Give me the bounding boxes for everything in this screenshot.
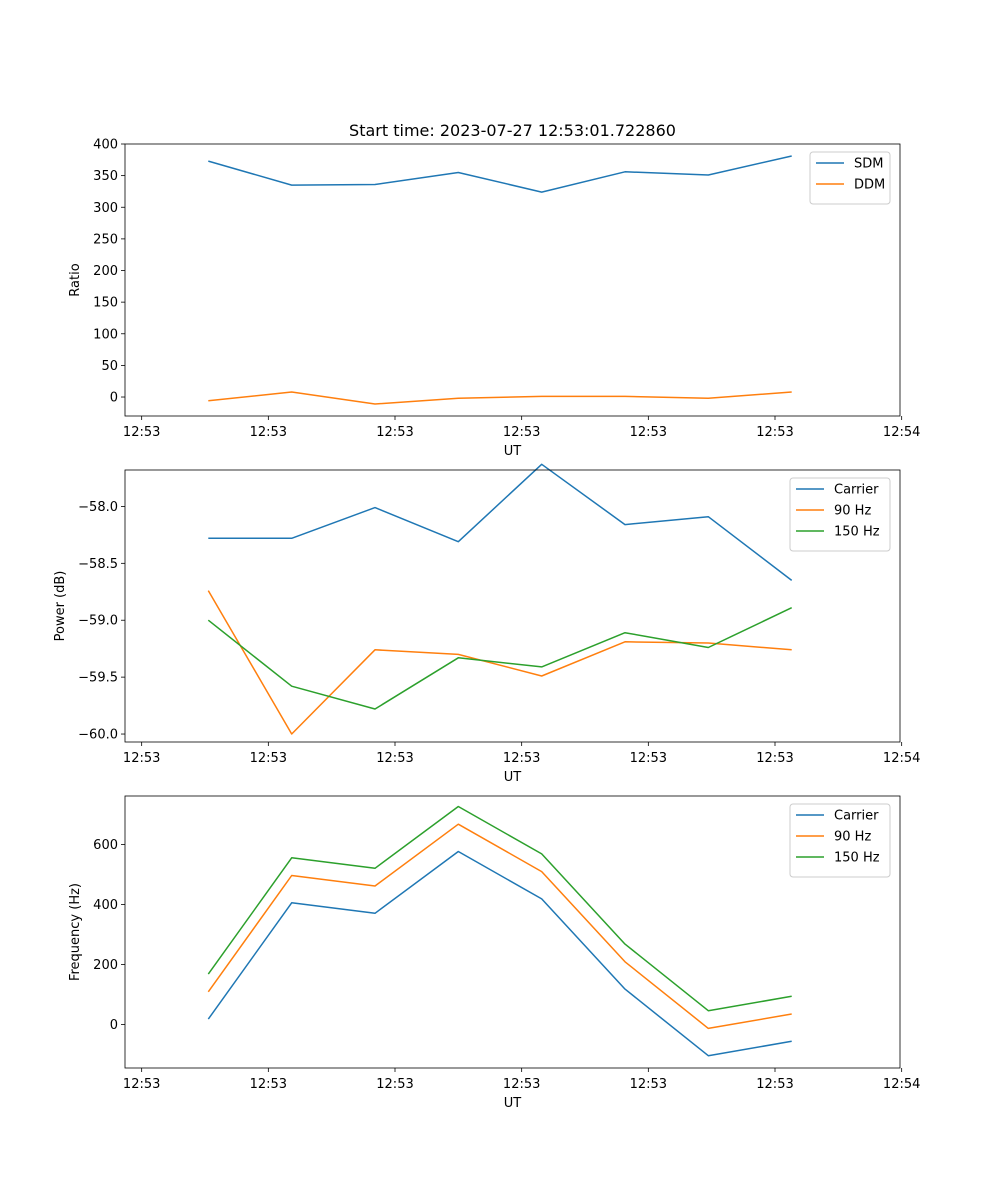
y-tick-label: 200 (93, 264, 118, 279)
y-tick-label: 50 (101, 359, 118, 374)
series-line-carrier (208, 463, 793, 581)
x-tick-label: 12:53 (503, 425, 540, 440)
x-tick-label: 12:53 (376, 425, 413, 440)
x-tick-label: 12:53 (250, 1077, 287, 1092)
x-tick-label: 12:53 (250, 751, 287, 766)
series-line-90-hz (207, 823, 792, 1030)
y-tick-label: −59.5 (78, 671, 118, 686)
x-tick-label: 12:53 (376, 1077, 413, 1092)
y-tick-label: 400 (93, 898, 118, 913)
x-tick-label: 12:53 (123, 751, 160, 766)
y-tick-label: 0 (110, 391, 118, 406)
x-tick-label: 12:53 (376, 751, 413, 766)
y-tick-label: −58.5 (78, 557, 118, 572)
y-axis-label: Frequency (Hz) (68, 883, 83, 981)
y-tick-label: 350 (93, 169, 118, 184)
y-tick-label: 150 (93, 296, 118, 311)
y-axis-label: Ratio (68, 263, 83, 296)
subplots: 12:53 12:53 12:53 12:53 12:53 12:53 12:54 0 50 10… (53, 138, 920, 1112)
x-tick-label: 12:53 (123, 425, 160, 440)
x-tick-label: 12:53 (630, 1077, 667, 1092)
series-line-90-hz (207, 590, 792, 735)
x-axis-label: UT (504, 1096, 522, 1111)
x-tick-label: 12:54 (883, 751, 920, 766)
y-axis-label: Power (dB) (53, 571, 68, 642)
series-line-150-hz (207, 805, 792, 1012)
x-tick-label: 12:54 (883, 1077, 920, 1092)
series-line-ddm (208, 391, 792, 405)
axes-frame (124, 795, 901, 1069)
x-tick-label: 12:53 (123, 1077, 160, 1092)
x-axis-label: UT (504, 770, 522, 785)
legend-label: SDM (854, 157, 883, 172)
legend-label: Carrier (834, 483, 879, 498)
y-tick-label: −60.0 (78, 728, 118, 743)
series-line-150-hz (207, 607, 793, 710)
y-tick-label: 200 (93, 958, 118, 973)
x-tick-label: 12:53 (630, 751, 667, 766)
legend: Carrier 90 Hz 150 Hz (789, 477, 891, 552)
legend-box (789, 477, 891, 552)
chart-title: Start time: 2023-07-27 12:53:01.722860 (349, 121, 676, 140)
y-tick-label: −59.0 (78, 614, 118, 629)
series-line-sdm (208, 155, 792, 193)
legend: SDM DDM (809, 151, 891, 205)
x-tick-label: 12:53 (503, 1077, 540, 1092)
subplot-2: 12:53 12:53 12:53 12:53 12:53 12:53 12:54 −60.0… (53, 463, 920, 785)
x-tick-label: 12:53 (756, 425, 793, 440)
y-tick-label: 0 (110, 1018, 118, 1033)
legend-label: 150 Hz (834, 851, 880, 866)
x-tick-label: 12:53 (503, 751, 540, 766)
y-tick-label: 300 (93, 201, 118, 216)
x-tick-label: 12:53 (630, 425, 667, 440)
subplot-1: 12:53 12:53 12:53 12:53 12:53 12:53 12:54 0 50 10… (68, 138, 920, 460)
x-tick-label: 12:54 (883, 425, 920, 440)
legend-label: Carrier (834, 809, 879, 824)
legend-label: DDM (854, 178, 885, 193)
y-tick-label: −58.0 (78, 500, 118, 515)
legend: Carrier 90 Hz 150 Hz (789, 803, 891, 878)
x-tick-label: 12:53 (756, 1077, 793, 1092)
subplot-3: 12:53 12:53 12:53 12:53 12:53 12:53 12:54 0 200 4… (68, 795, 920, 1111)
legend-label: 90 Hz (834, 830, 871, 845)
y-tick-label: 100 (93, 327, 118, 342)
x-axis-label: UT (504, 444, 522, 459)
y-tick-label: 400 (93, 138, 118, 153)
x-tick-label: 12:53 (756, 751, 793, 766)
series-line-carrier (207, 850, 792, 1057)
legend-box (809, 151, 891, 205)
y-tick-label: 250 (93, 232, 118, 247)
legend-box (789, 803, 891, 878)
axes-frame (124, 469, 901, 743)
axes-frame (124, 143, 901, 417)
x-tick-label: 12:53 (250, 425, 287, 440)
legend-label: 150 Hz (834, 525, 880, 540)
legend-label: 90 Hz (834, 504, 871, 519)
y-tick-label: 600 (93, 838, 118, 853)
